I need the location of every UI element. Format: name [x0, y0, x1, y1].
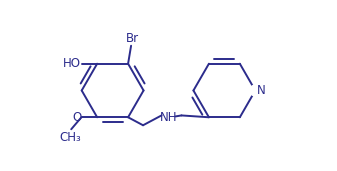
Text: N: N [257, 84, 266, 97]
Text: Br: Br [125, 32, 139, 45]
Text: O: O [72, 111, 82, 124]
Text: HO: HO [63, 57, 81, 70]
Text: CH₃: CH₃ [59, 131, 81, 144]
Text: NH: NH [160, 111, 177, 124]
